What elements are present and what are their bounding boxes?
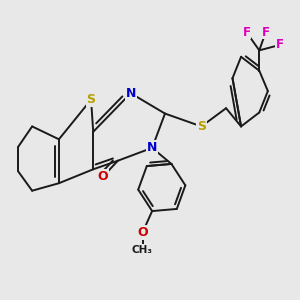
- Text: S: S: [197, 120, 206, 133]
- Text: F: F: [276, 38, 283, 52]
- Text: N: N: [147, 141, 157, 154]
- Text: O: O: [137, 226, 148, 239]
- Text: O: O: [98, 170, 108, 183]
- Text: CH₃: CH₃: [132, 244, 153, 255]
- Text: S: S: [87, 93, 96, 106]
- Text: F: F: [242, 26, 250, 39]
- Text: F: F: [262, 26, 270, 39]
- Text: N: N: [125, 87, 136, 100]
